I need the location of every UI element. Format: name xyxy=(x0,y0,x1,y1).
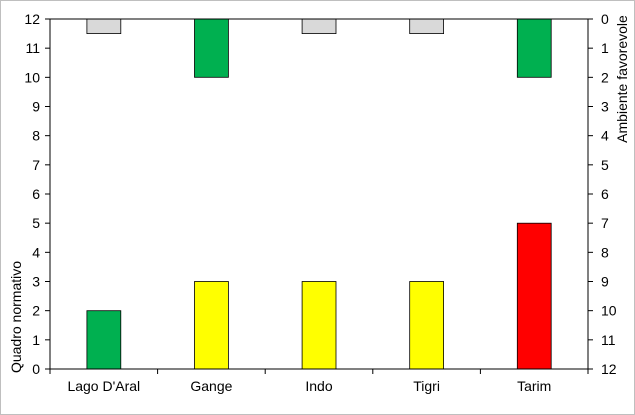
right-tick-label: 4 xyxy=(601,128,609,144)
right-tick-label: 0 xyxy=(601,11,609,27)
left-tick-label: 4 xyxy=(32,244,40,260)
left-tick-label: 9 xyxy=(32,99,40,115)
bar-left-1 xyxy=(194,281,229,370)
category-label: Tigri xyxy=(413,378,440,394)
category-label: Indo xyxy=(305,378,332,394)
left-tick-label: 7 xyxy=(32,157,40,173)
bar-left-0 xyxy=(86,310,122,370)
right-tick-label: 12 xyxy=(601,361,617,377)
bar-right-2 xyxy=(301,18,337,35)
left-tick-label: 3 xyxy=(32,274,40,290)
category-label: Tarim xyxy=(517,378,551,394)
bar-left-3 xyxy=(409,281,445,370)
right-axis-title: Ambiente favorevole xyxy=(614,15,630,143)
bar-left-2 xyxy=(301,281,337,370)
left-tick-label: 8 xyxy=(32,128,40,144)
axes xyxy=(45,18,593,374)
bar-right-0 xyxy=(86,18,122,35)
right-tick-label: 1 xyxy=(601,40,609,56)
right-tick-label: 3 xyxy=(601,99,609,115)
category-tick-labels: Lago D'Aral Gange Indo Tigri Tarim xyxy=(67,378,551,394)
right-tick-label: 9 xyxy=(601,274,609,290)
bar-right-1 xyxy=(194,18,229,78)
left-tick-label: 11 xyxy=(25,40,40,56)
right-tick-label: 10 xyxy=(601,303,617,319)
right-tick-label: 8 xyxy=(601,244,609,260)
bar-right-3 xyxy=(409,18,445,35)
right-tick-label: 5 xyxy=(601,157,609,173)
right-tick-label: 11 xyxy=(601,332,616,348)
left-axis-title: Quadro normativo xyxy=(8,261,24,373)
left-tick-label: 12 xyxy=(24,11,40,27)
left-tick-label: 0 xyxy=(32,361,40,377)
right-tick-label: 2 xyxy=(601,69,609,85)
left-tick-label: 10 xyxy=(24,69,40,85)
left-tick-label: 2 xyxy=(32,303,40,319)
left-tick-label: 5 xyxy=(32,215,40,231)
left-axis-bars xyxy=(86,222,552,370)
right-tick-label: 6 xyxy=(601,186,609,202)
category-label: Gange xyxy=(190,378,232,394)
right-tick-label: 7 xyxy=(601,215,609,231)
bar-right-4 xyxy=(516,18,552,78)
category-label: Lago D'Aral xyxy=(67,378,140,394)
bar-left-4 xyxy=(516,222,552,370)
left-tick-label: 6 xyxy=(32,186,40,202)
left-tick-label: 1 xyxy=(32,332,40,348)
